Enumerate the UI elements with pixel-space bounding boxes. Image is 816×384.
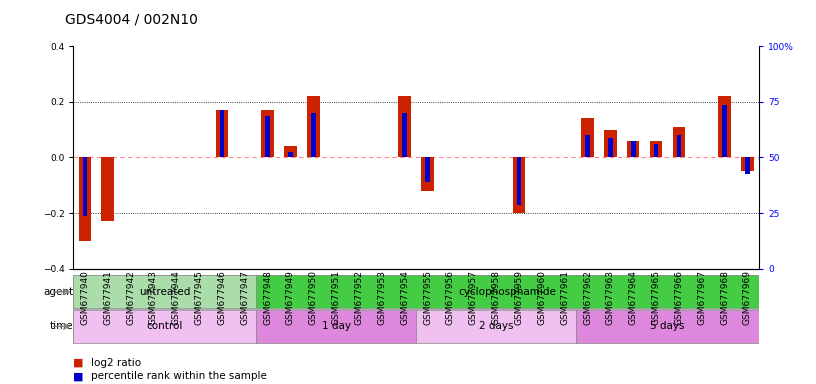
Bar xyxy=(256,275,759,308)
Bar xyxy=(627,141,640,157)
Bar xyxy=(78,157,91,241)
Text: cyclophosphamide: cyclophosphamide xyxy=(459,287,557,297)
Bar xyxy=(82,157,87,216)
Bar xyxy=(650,141,663,157)
Bar xyxy=(517,157,521,205)
Text: GSM677965: GSM677965 xyxy=(651,270,661,326)
Text: 1 day: 1 day xyxy=(322,321,351,331)
Text: 2 days: 2 days xyxy=(479,321,513,331)
Bar xyxy=(576,310,759,343)
Bar xyxy=(215,110,228,157)
Bar xyxy=(73,310,256,343)
Text: ■: ■ xyxy=(73,358,84,368)
Text: GSM677953: GSM677953 xyxy=(377,270,387,326)
Bar xyxy=(101,157,114,222)
Text: GSM677943: GSM677943 xyxy=(149,270,158,325)
Text: GDS4004 / 002N10: GDS4004 / 002N10 xyxy=(65,13,198,27)
Text: 5 days: 5 days xyxy=(650,321,685,331)
Text: GSM677945: GSM677945 xyxy=(194,270,204,325)
Bar xyxy=(654,144,659,157)
Text: ■: ■ xyxy=(73,371,84,381)
Bar xyxy=(220,110,224,157)
Bar xyxy=(425,157,430,182)
Bar xyxy=(631,141,636,157)
Text: GSM677940: GSM677940 xyxy=(80,270,90,325)
Text: GSM677961: GSM677961 xyxy=(560,270,570,326)
Bar xyxy=(608,138,613,157)
Text: GSM677947: GSM677947 xyxy=(240,270,250,325)
Text: GSM677950: GSM677950 xyxy=(308,270,318,326)
Text: agent: agent xyxy=(43,287,73,297)
Text: GSM677954: GSM677954 xyxy=(400,270,410,325)
Text: log2 ratio: log2 ratio xyxy=(91,358,141,368)
Text: GSM677967: GSM677967 xyxy=(697,270,707,326)
Bar xyxy=(585,135,590,157)
Bar xyxy=(261,110,274,157)
Text: GSM677944: GSM677944 xyxy=(171,270,181,325)
Text: control: control xyxy=(147,321,183,331)
Bar xyxy=(745,157,750,174)
Text: untreated: untreated xyxy=(140,287,190,297)
Bar xyxy=(512,157,526,213)
Bar xyxy=(288,152,293,157)
Bar xyxy=(741,157,754,171)
Text: GSM677968: GSM677968 xyxy=(720,270,730,326)
Bar xyxy=(398,96,411,157)
Bar xyxy=(581,118,594,157)
Text: GSM677956: GSM677956 xyxy=(446,270,455,326)
Bar xyxy=(676,135,681,157)
Bar xyxy=(722,104,727,157)
Bar xyxy=(416,310,576,343)
Bar xyxy=(311,113,316,157)
Text: percentile rank within the sample: percentile rank within the sample xyxy=(91,371,268,381)
Bar xyxy=(307,96,320,157)
Bar xyxy=(718,96,731,157)
Text: GSM677966: GSM677966 xyxy=(674,270,684,326)
Bar xyxy=(265,116,270,157)
Text: GSM677964: GSM677964 xyxy=(628,270,638,325)
Text: GSM677963: GSM677963 xyxy=(605,270,615,326)
Text: GSM677952: GSM677952 xyxy=(354,270,364,325)
Text: GSM677958: GSM677958 xyxy=(491,270,501,326)
Bar xyxy=(284,146,297,157)
Bar xyxy=(421,157,434,191)
Text: GSM677955: GSM677955 xyxy=(423,270,432,326)
Text: GSM677962: GSM677962 xyxy=(583,270,592,325)
Bar xyxy=(672,127,685,157)
Bar xyxy=(256,310,416,343)
Bar xyxy=(604,130,617,157)
Bar xyxy=(73,275,256,308)
Text: GSM677941: GSM677941 xyxy=(103,270,113,325)
Text: GSM677951: GSM677951 xyxy=(331,270,341,326)
Bar xyxy=(402,113,407,157)
Text: time: time xyxy=(50,321,73,331)
Text: GSM677942: GSM677942 xyxy=(126,270,135,325)
Text: GSM677969: GSM677969 xyxy=(743,270,752,326)
Text: GSM677949: GSM677949 xyxy=(286,270,295,325)
Text: GSM677959: GSM677959 xyxy=(514,270,524,326)
Text: GSM677960: GSM677960 xyxy=(537,270,547,326)
Text: GSM677948: GSM677948 xyxy=(263,270,273,325)
Text: GSM677957: GSM677957 xyxy=(468,270,478,326)
Text: GSM677946: GSM677946 xyxy=(217,270,227,325)
